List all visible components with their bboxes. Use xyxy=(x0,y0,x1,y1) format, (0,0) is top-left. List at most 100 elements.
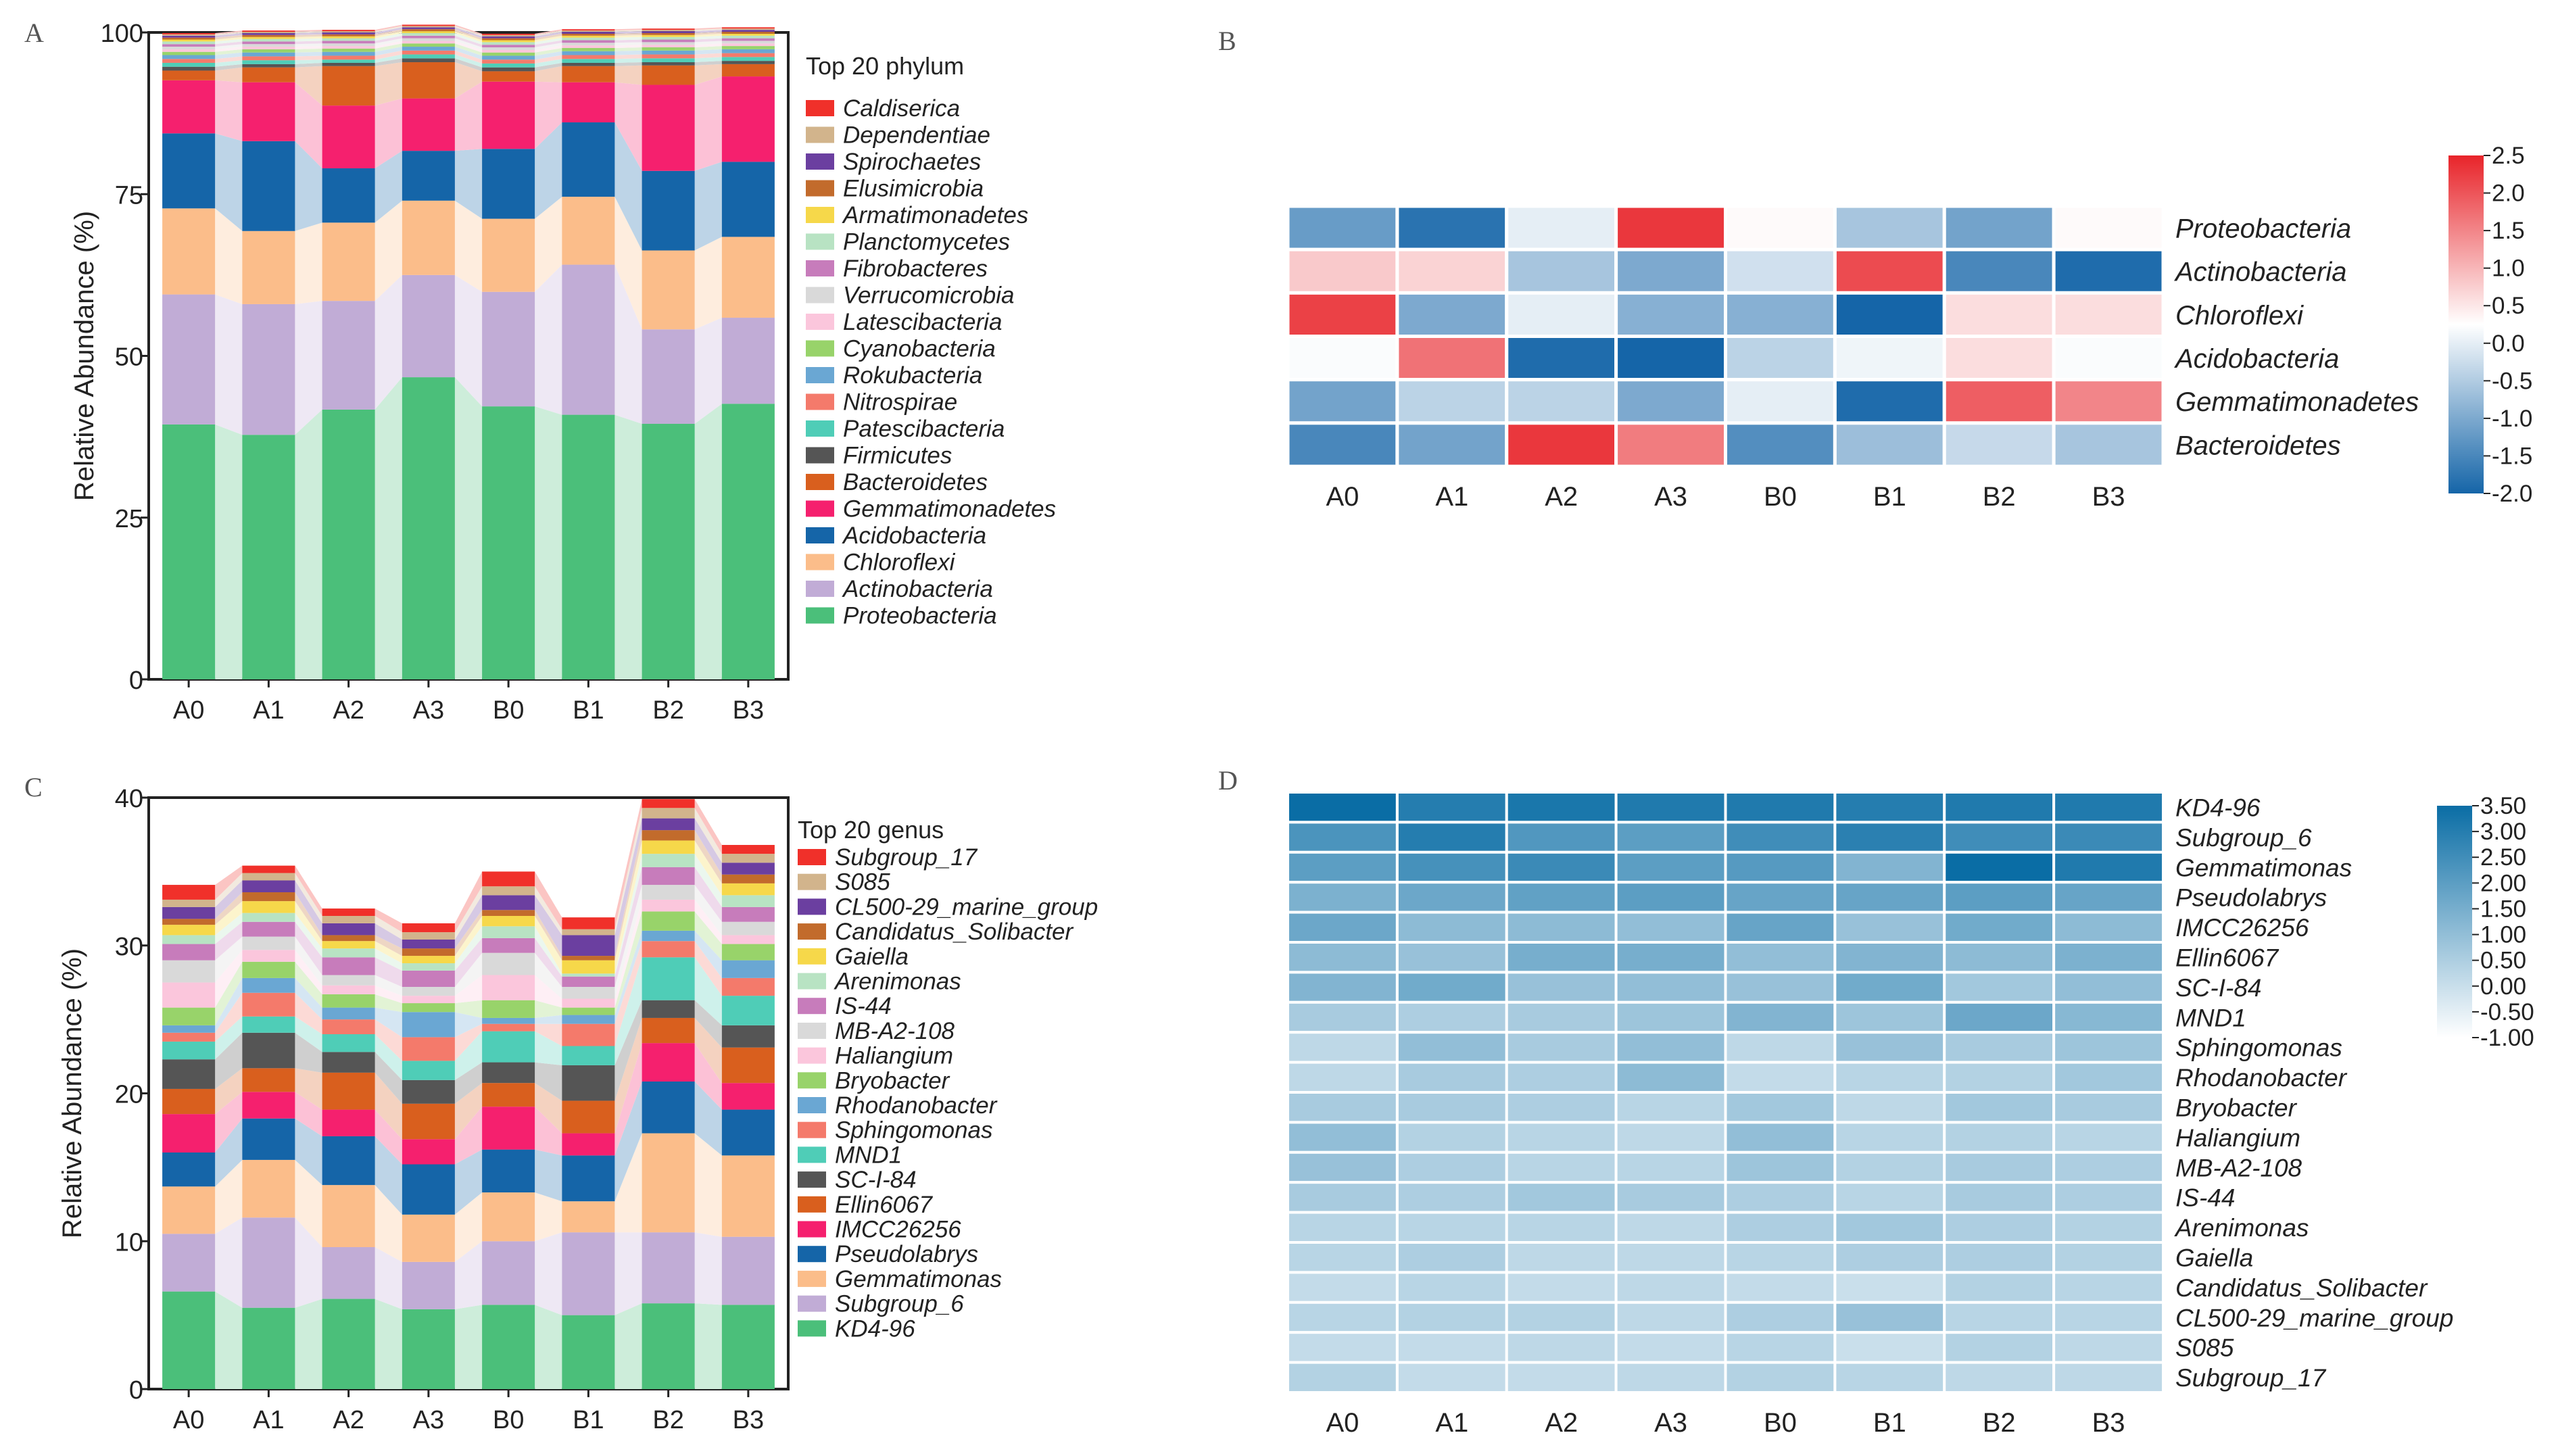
bar-segment xyxy=(242,41,295,45)
heatmap-cell xyxy=(1505,335,1618,382)
heatmap-cell xyxy=(1614,421,1727,468)
heatmap-cell xyxy=(1943,1241,2056,1274)
heatmap-cell xyxy=(1614,1211,1727,1244)
heatmap-cell xyxy=(1395,291,1509,339)
heatmap-cell xyxy=(1614,821,1727,854)
flow-band xyxy=(454,26,483,37)
legend-swatch xyxy=(806,260,834,276)
colorbar-tick-label: -1.0 xyxy=(2492,406,2532,432)
flow-band xyxy=(454,916,483,963)
legend-label: Planctomycetes xyxy=(843,229,1010,256)
legend-swatch xyxy=(806,393,834,410)
legend-swatch xyxy=(798,1171,826,1188)
bar-segment xyxy=(162,1291,216,1389)
bar-segment xyxy=(642,799,695,808)
legend-swatch xyxy=(798,1047,826,1064)
bar-segment xyxy=(162,885,216,900)
bar-segment xyxy=(242,961,295,978)
bar-segment xyxy=(642,45,695,48)
bar-segment xyxy=(642,32,695,35)
heatmap-cell xyxy=(1943,1271,2056,1304)
flow-band xyxy=(694,1303,722,1389)
bar-segment xyxy=(322,1247,375,1299)
bar-segment xyxy=(482,42,535,45)
heatmap-cell xyxy=(1505,911,1618,944)
bar-segment xyxy=(162,133,216,209)
bar-segment xyxy=(322,1109,375,1136)
bar-segment xyxy=(162,49,216,52)
bar-segment xyxy=(242,1068,295,1092)
heatmap-cell xyxy=(1286,335,1399,382)
heatmap-cell xyxy=(1395,791,1508,824)
bar-segment xyxy=(322,41,375,44)
heatmap-cell xyxy=(2052,821,2165,854)
bar-segment xyxy=(402,200,455,275)
column-label: A3 xyxy=(1654,482,1687,512)
y-tick-label: 50 xyxy=(115,343,143,372)
bar-segment xyxy=(562,51,615,55)
heatmap-cell xyxy=(1833,204,1946,251)
flow-band xyxy=(215,921,243,961)
flow-band xyxy=(614,39,642,43)
flow-band xyxy=(454,200,483,292)
heatmap-cell xyxy=(1395,247,1509,295)
flow-band xyxy=(694,162,722,251)
legend-swatch xyxy=(798,923,826,940)
flow-band xyxy=(215,56,243,63)
bar-segment xyxy=(721,921,775,936)
flow-band xyxy=(535,51,562,60)
flow-band xyxy=(535,43,562,50)
flow-band xyxy=(375,1019,402,1061)
bar-segment xyxy=(482,926,535,938)
flow-band xyxy=(535,1031,562,1065)
flow-band xyxy=(614,264,642,424)
flow-band xyxy=(215,67,243,82)
heatmap-cell xyxy=(2052,1000,2165,1034)
y-tick-label: 30 xyxy=(115,933,143,961)
bar-segment xyxy=(482,63,535,68)
bar-segment xyxy=(482,871,535,887)
flow-band xyxy=(454,1241,483,1309)
bar-segment xyxy=(322,36,375,39)
colorbar-tick-label: 1.50 xyxy=(2480,896,2526,922)
flow-band xyxy=(375,26,402,32)
bar-segment xyxy=(322,55,375,60)
bar-segment xyxy=(402,1139,455,1165)
bar-segment xyxy=(242,913,295,922)
heatmap-cell xyxy=(1724,204,1837,251)
row-label: Chloroflexi xyxy=(2175,301,2304,331)
flow-band xyxy=(375,27,402,34)
bar-segment xyxy=(242,56,295,61)
heatmap-cell xyxy=(1286,791,1399,824)
colorbar-tick-label: -2.0 xyxy=(2492,481,2532,507)
flow-band xyxy=(694,318,722,424)
bar-segment xyxy=(721,996,775,1025)
bar-segment xyxy=(162,1088,216,1115)
flow-band xyxy=(215,977,243,1033)
row-label: Ellin6067 xyxy=(2175,944,2279,972)
flow-band xyxy=(535,1232,562,1315)
flow-band xyxy=(694,941,722,996)
legend-swatch xyxy=(806,607,834,624)
legend-title: Top 20 phylum xyxy=(806,52,964,80)
flow-band xyxy=(614,197,642,330)
bar-segment xyxy=(482,36,535,39)
heatmap-cell xyxy=(1724,1061,1837,1094)
heatmap-cell xyxy=(1395,1031,1508,1064)
bar-segment xyxy=(402,963,455,971)
bar-segment xyxy=(322,985,375,994)
heatmap-cell xyxy=(1286,1061,1399,1094)
flow-band xyxy=(694,57,722,63)
row-label: Subgroup_6 xyxy=(2175,824,2312,852)
flow-band xyxy=(295,936,322,986)
heatmap-cell xyxy=(1724,1000,1837,1034)
flow-band xyxy=(215,1159,243,1234)
legend-label: Pseudolabrys xyxy=(835,1241,978,1267)
flow-band xyxy=(614,1043,642,1156)
flow-band xyxy=(295,38,322,42)
flow-band xyxy=(614,58,642,63)
bar-segment xyxy=(162,1234,216,1292)
legend-label: Subgroup_6 xyxy=(835,1291,964,1317)
flow-band xyxy=(295,913,322,958)
bar-segment xyxy=(482,938,535,953)
